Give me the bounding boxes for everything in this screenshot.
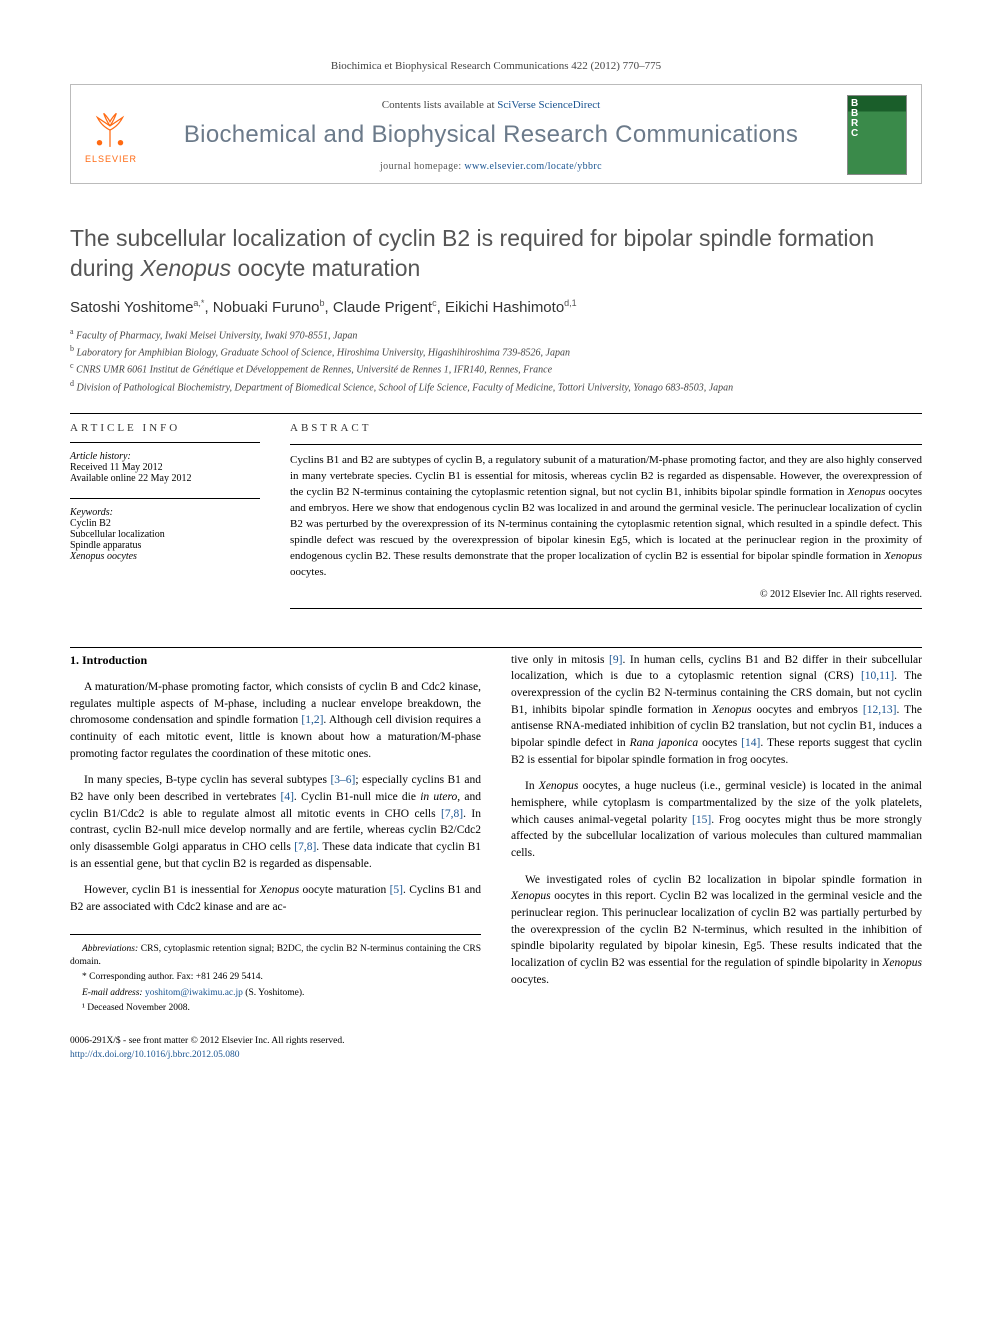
elsevier-text: ELSEVIER [85, 154, 135, 164]
author: Claude Prigentc [333, 299, 437, 316]
copyright: © 2012 Elsevier Inc. All rights reserved… [290, 589, 922, 600]
article-info-label: ARTICLE INFO [70, 422, 260, 434]
keyword: Xenopus oocytes [70, 551, 260, 562]
ref-link[interactable]: [4] [280, 791, 293, 803]
deceased-footnote: ¹ Deceased November 2008. [70, 1002, 481, 1015]
paragraph: tive only in mitosis [9]. In human cells… [511, 652, 922, 769]
divider [70, 647, 922, 648]
journal-homepage-link[interactable]: www.elsevier.com/locate/ybbrc [464, 161, 602, 172]
email-footnote: E-mail address: yoshitom@iwakimu.ac.jp (… [70, 987, 481, 1000]
ref-link[interactable]: [1,2] [301, 714, 323, 726]
abbrev-footnote: Abbreviations: CRS, cytoplasmic retentio… [70, 943, 481, 970]
cover-letter: C [851, 129, 860, 139]
article-info-column: ARTICLE INFO Article history: Received 1… [70, 422, 260, 617]
sciencedirect-link[interactable]: SciVerse ScienceDirect [497, 99, 600, 111]
paragraph: In many species, B-type cyclin has sever… [70, 772, 481, 872]
journal-homepage-line: journal homepage: www.elsevier.com/locat… [145, 161, 837, 172]
ref-link[interactable]: [3–6] [330, 774, 355, 786]
paragraph: A maturation/M-phase promoting factor, w… [70, 679, 481, 762]
divider [70, 442, 260, 443]
title-italic: Xenopus [140, 255, 231, 281]
article-title: The subcellular localization of cyclin B… [70, 224, 922, 284]
contents-prefix: Contents lists available at [382, 99, 497, 111]
elsevier-logo: ELSEVIER [85, 107, 135, 164]
keyword: Spindle apparatus [70, 540, 260, 551]
right-column: tive only in mitosis [9]. In human cells… [511, 652, 922, 1018]
divider [290, 444, 922, 445]
abstract-column: ABSTRACT Cyclins B1 and B2 are subtypes … [290, 422, 922, 617]
affiliations: a Faculty of Pharmacy, Iwaki Meisei Univ… [70, 326, 922, 395]
ref-link[interactable]: [10,11] [861, 670, 894, 682]
email-link[interactable]: yoshitom@iwakimu.ac.jp [145, 988, 243, 998]
abstract-text: Cyclins B1 and B2 are subtypes of cyclin… [290, 453, 922, 581]
journal-cover-thumbnail: B B R C [847, 95, 907, 175]
left-column: 1. Introduction A maturation/M-phase pro… [70, 652, 481, 1018]
author: Satoshi Yoshitomea,* [70, 299, 204, 316]
page-footer: 0006-291X/$ - see front matter © 2012 El… [70, 1035, 922, 1062]
author: Eikichi Hashimotod,1 [445, 299, 577, 316]
section-heading: 1. Introduction [70, 652, 481, 669]
abstract-label: ABSTRACT [290, 422, 922, 434]
affiliation: c CNRS UMR 6061 Institut de Génétique et… [70, 360, 922, 377]
contents-line: Contents lists available at SciVerse Sci… [145, 99, 837, 111]
ref-link[interactable]: [14] [741, 737, 760, 749]
corresponding-footnote: * Corresponding author. Fax: +81 246 29 … [70, 971, 481, 984]
ref-link[interactable]: [9] [609, 654, 622, 666]
ref-link[interactable]: [5] [390, 884, 403, 896]
ref-link[interactable]: [7,8] [294, 841, 316, 853]
authors-line: Satoshi Yoshitomea,*, Nobuaki Furunob, C… [70, 298, 922, 316]
ref-link[interactable]: [15] [692, 814, 711, 826]
ref-link[interactable]: [7,8] [441, 808, 463, 820]
affiliation: d Division of Pathological Biochemistry,… [70, 378, 922, 395]
affiliation: b Laboratory for Amphibian Biology, Grad… [70, 343, 922, 360]
divider [70, 413, 922, 414]
paragraph: However, cyclin B1 is inessential for Xe… [70, 882, 481, 915]
ref-link[interactable]: [12,13] [863, 704, 897, 716]
affiliation: a Faculty of Pharmacy, Iwaki Meisei Univ… [70, 326, 922, 343]
issn-line: 0006-291X/$ - see front matter © 2012 El… [70, 1035, 344, 1048]
homepage-prefix: journal homepage: [380, 161, 464, 172]
paragraph: In Xenopus oocytes, a huge nucleus (i.e.… [511, 778, 922, 861]
top-citation: Biochimica et Biophysical Research Commu… [70, 60, 922, 72]
history-label: Article history: [70, 451, 131, 462]
keyword: Cyclin B2 [70, 518, 260, 529]
paragraph: We investigated roles of cyclin B2 local… [511, 872, 922, 989]
elsevier-tree-icon [89, 107, 131, 149]
journal-header: ELSEVIER Contents lists available at Sci… [70, 84, 922, 184]
journal-title: Biochemical and Biophysical Research Com… [145, 121, 837, 149]
divider [70, 498, 260, 499]
divider [290, 608, 922, 609]
received-date: Received 11 May 2012 [70, 462, 260, 473]
body-columns: 1. Introduction A maturation/M-phase pro… [70, 652, 922, 1018]
keyword: Subcellular localization [70, 529, 260, 540]
author: Nobuaki Furunob [213, 299, 325, 316]
online-date: Available online 22 May 2012 [70, 473, 260, 484]
footnotes: Abbreviations: CRS, cytoplasmic retentio… [70, 934, 481, 1015]
title-text: oocyte maturation [231, 255, 420, 281]
doi-link[interactable]: http://dx.doi.org/10.1016/j.bbrc.2012.05… [70, 1050, 240, 1060]
keywords-label: Keywords: [70, 507, 113, 518]
